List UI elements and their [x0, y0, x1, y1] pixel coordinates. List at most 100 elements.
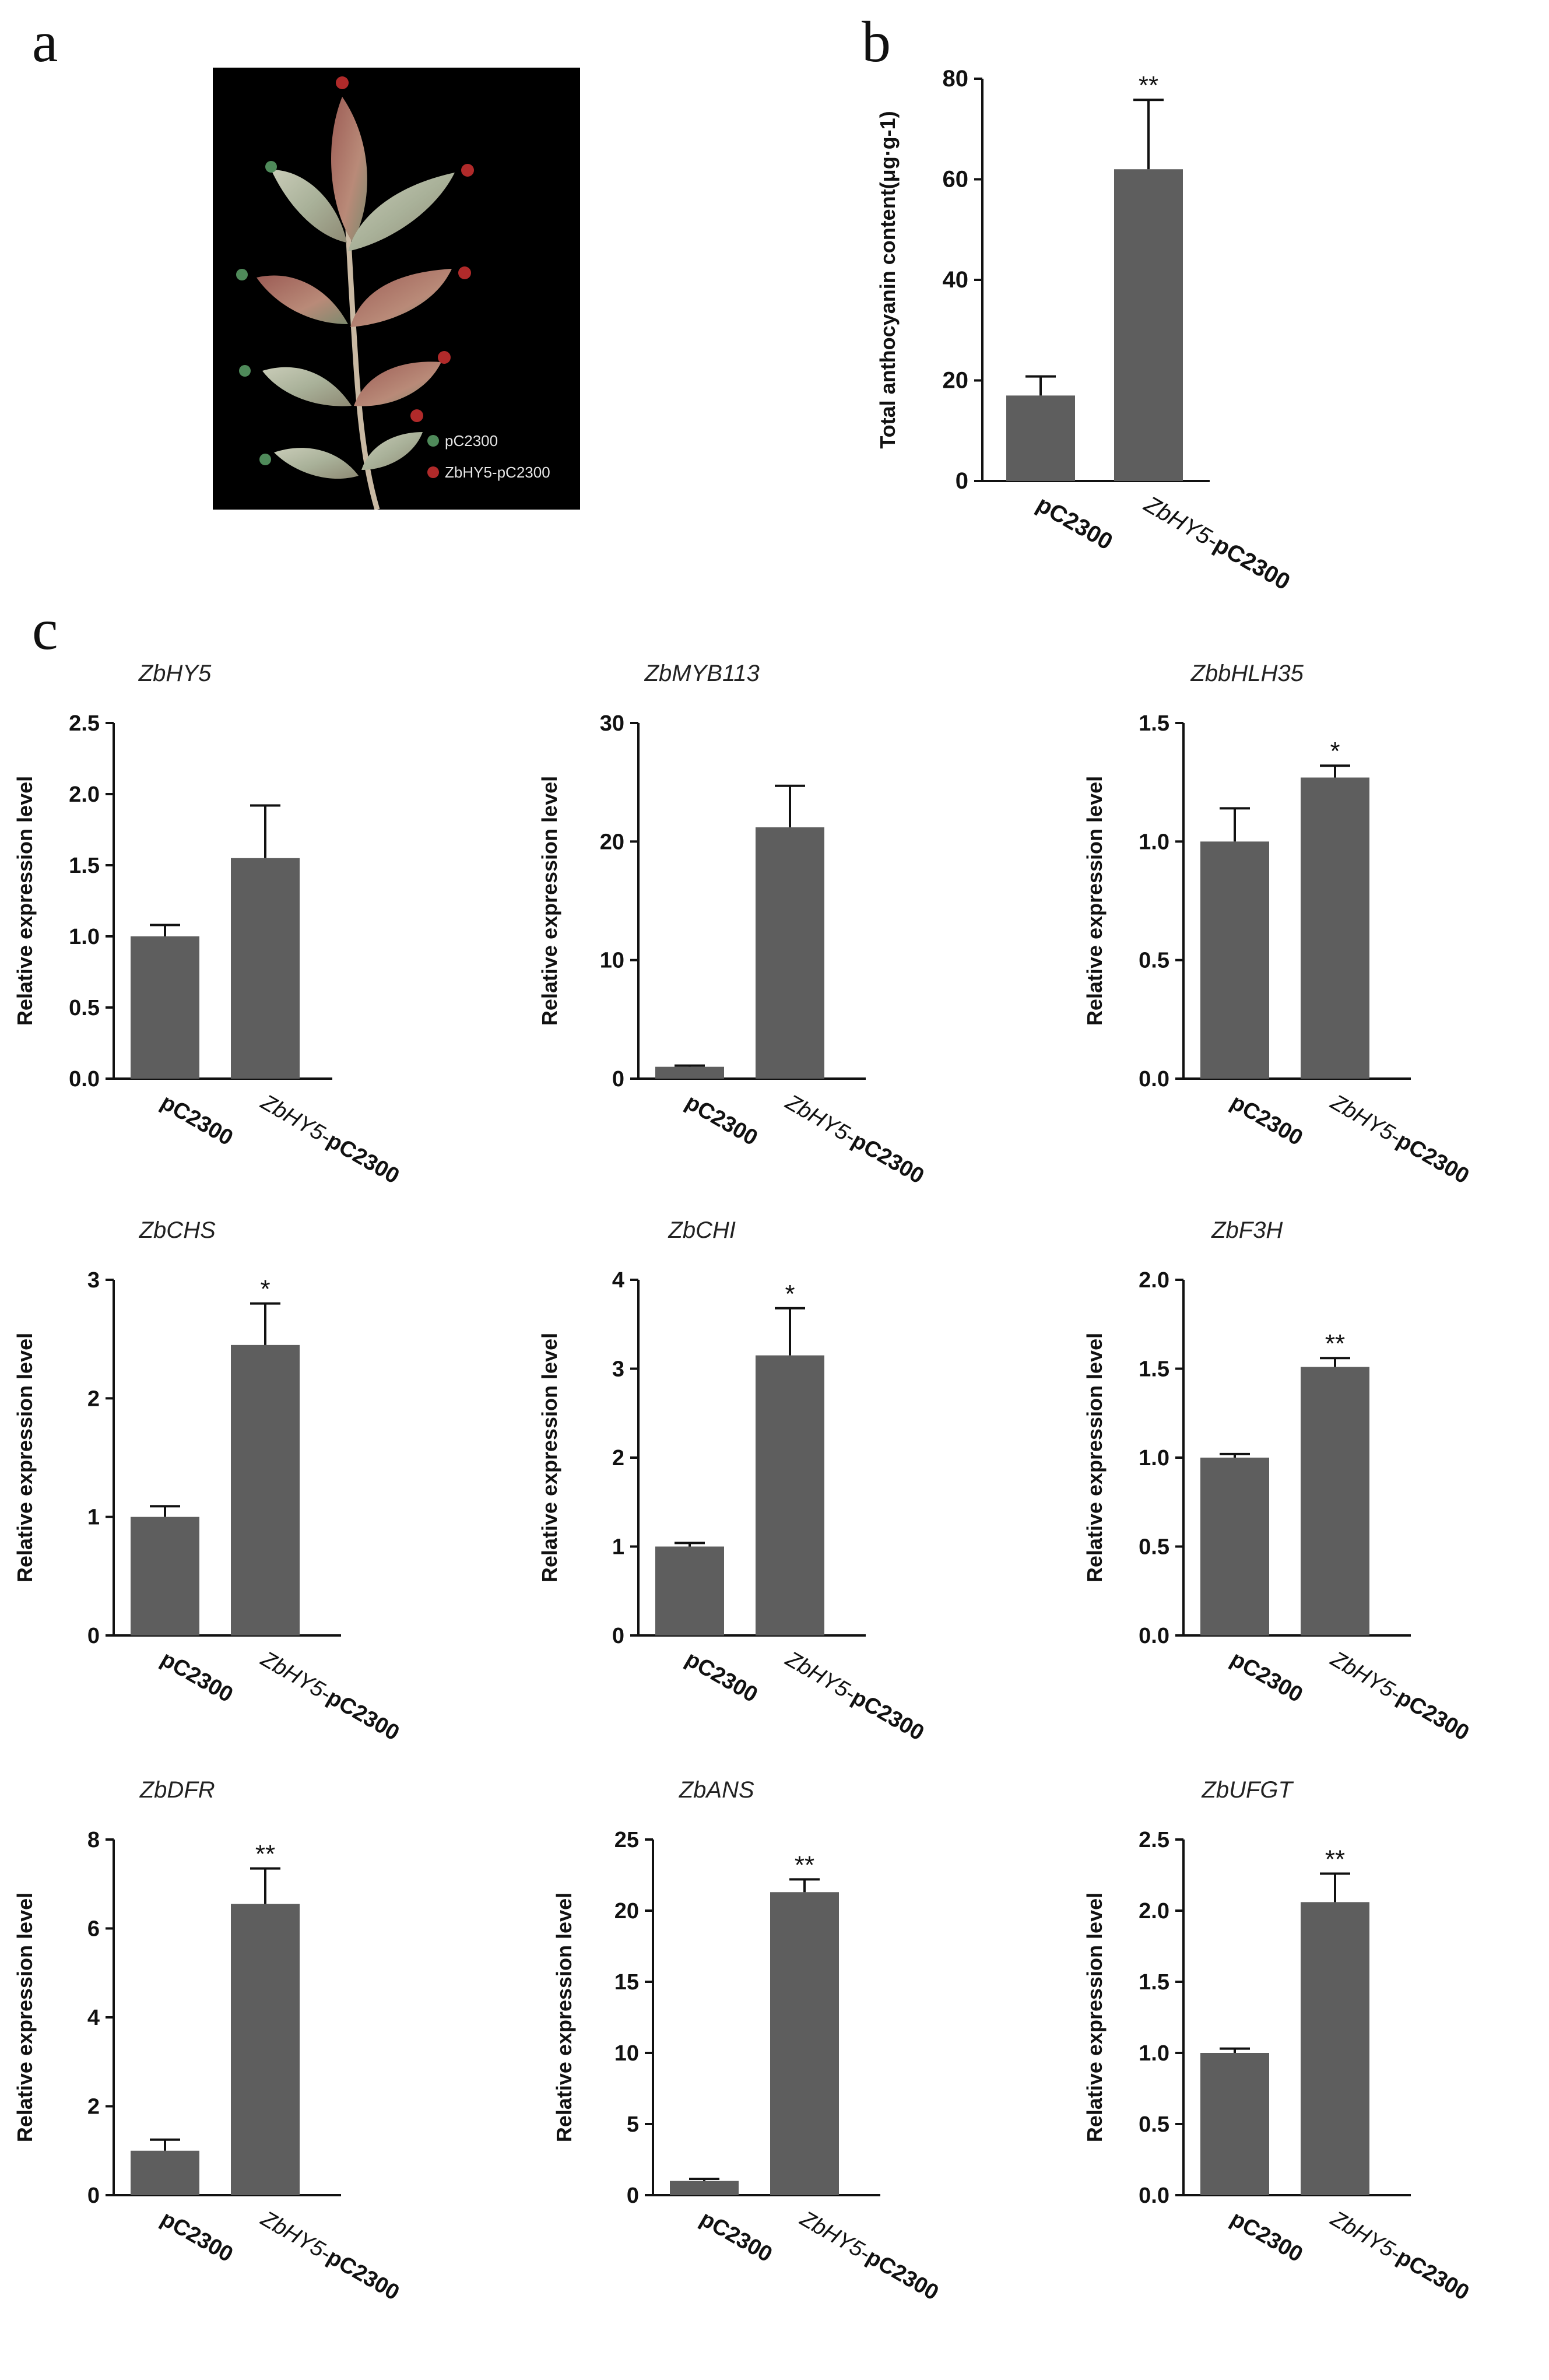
x-category-label: ZbHY5-pC2300: [257, 1647, 403, 1746]
y-tick-label: 25: [614, 1828, 639, 1852]
chart-ZbUFGT: ZbUFGT Relative expression level 0.0 0.5 1.0…: [1083, 1772, 1549, 2305]
bar-ZbHY5-pC2300: [756, 827, 824, 1079]
y-tick-label: 15: [614, 1970, 639, 1995]
chart-svg: ZbANS Relative expression level 0 5 10 15 20 25…: [552, 1777, 943, 2305]
y-tick-label: 2: [87, 2095, 100, 2119]
chart-ZbANS: ZbANS Relative expression level 0 5 10 15 20 25…: [552, 1772, 1070, 2305]
y-axis-label: Relative expression level: [538, 776, 561, 1026]
category-vector-part: pC2300: [323, 1128, 403, 1189]
x-category-label: pC2300: [696, 2206, 777, 2267]
chart-svg: ZbCHI Relative expression level 0 1 2 3 4 pC230…: [538, 1217, 928, 1746]
y-tick-label: 80: [943, 66, 969, 92]
y-tick-label: 1.5: [69, 854, 100, 878]
category-vector-part: pC2300: [862, 2245, 943, 2305]
panel-letter-a: a: [32, 9, 58, 74]
leaflet: [331, 97, 367, 243]
category-vector-part: pC2300: [1393, 1685, 1473, 1746]
x-category-label: ZbHY5-pC2300: [257, 1090, 403, 1189]
chart-svg: Total anthocyanin content(μg·g-1) 0 20 40 60…: [876, 66, 1294, 595]
y-tick-label: 0: [612, 1624, 624, 1648]
y-tick-label: 0: [956, 468, 968, 494]
chart-title: ZbDFR: [139, 1777, 215, 1803]
y-tick-label: 0.0: [69, 1067, 100, 1091]
leaflet: [271, 170, 347, 243]
x-category-label: pC2300: [157, 2206, 237, 2267]
category-vector-part: pC2300: [1210, 532, 1294, 595]
significance-marker: **: [255, 1840, 275, 1869]
y-tick-label: 10: [600, 949, 624, 973]
chart-svg: ZbUFGT Relative expression level 0.0 0.5 1.0…: [1083, 1777, 1473, 2305]
x-category-label: pC2300: [682, 1647, 762, 1707]
category-vector-part: pC2300: [323, 2245, 403, 2305]
leaflet: [361, 432, 423, 470]
marker-dot-red: [410, 409, 423, 422]
chart-ZbCHS: ZbCHS Relative expression level 0 1 2 3 pC2300…: [13, 1212, 519, 1746]
y-axis-label: Relative expression level: [538, 1333, 561, 1582]
y-tick-label: 2.0: [69, 782, 100, 807]
y-axis-label: Relative expression level: [13, 1893, 37, 2142]
marker-dot-red: [458, 266, 471, 279]
category-gene-part: ZbHY5-: [781, 1090, 860, 1149]
leaf-illustration: pC2300 ZbHY5-pC2300: [236, 76, 550, 510]
significance-marker: *: [260, 1275, 270, 1304]
y-tick-label: 1.5: [1139, 711, 1169, 736]
category-gene-part: ZbHY5-: [1140, 491, 1223, 554]
y-tick-label: 3: [87, 1268, 100, 1293]
leaflet: [262, 367, 352, 406]
chart-svg: ZbMYB113 Relative expression level 0 10 20 30…: [538, 661, 928, 1189]
category-gene-part: ZbHY5-: [257, 1090, 335, 1149]
significance-marker: *: [1330, 737, 1340, 766]
y-axis-label: Relative expression level: [1083, 1333, 1107, 1582]
chart-svg: ZbbHLH35 Relative expression level 0.0 0.5 1…: [1083, 661, 1473, 1189]
marker-dot-green: [265, 161, 277, 173]
y-tick-label: 2.5: [69, 711, 100, 736]
category-gene-part: ZbHY5-: [257, 2206, 335, 2266]
x-category-label: ZbHY5-pC2300: [1326, 1647, 1473, 1746]
y-tick-label: 2.0: [1139, 1899, 1169, 1923]
y-tick-label: 2.5: [1139, 1828, 1169, 1852]
y-tick-label: 10: [614, 2041, 639, 2066]
y-tick-label: 1: [87, 1505, 100, 1530]
chart-ZbDFR: ZbDFR Relative expression level 0 2 4 6 8 pC230…: [13, 1772, 519, 2305]
chart-title: ZbMYB113: [644, 661, 760, 686]
legend-dot-pC2300: [427, 435, 439, 447]
leaflet: [354, 361, 441, 406]
y-tick-label: 0.5: [1139, 949, 1169, 973]
bar-pC2300: [655, 1546, 724, 1635]
y-axis-label: Relative expression level: [552, 1893, 576, 2142]
bar-pC2300: [131, 1517, 199, 1635]
chart-ZbCHI: ZbCHI Relative expression level 0 1 2 3 4 pC230…: [538, 1212, 1055, 1746]
x-category-label: pC2300: [157, 1090, 237, 1150]
category-gene-part: ZbHY5-: [781, 1647, 860, 1706]
y-tick-label: 0.5: [1139, 2112, 1169, 2137]
chart-svg: ZbF3H Relative expression level 0.0 0.5 1.0 1…: [1083, 1217, 1473, 1746]
marker-dot-green: [236, 269, 248, 280]
bar-ZbHY5-pC2300: [1301, 777, 1369, 1079]
marker-dot-red: [461, 164, 474, 177]
x-category-label: pC2300: [682, 1090, 762, 1150]
y-tick-label: 40: [943, 267, 969, 293]
legend-label-ZbHY5-pC2300: ZbHY5-pC2300: [445, 464, 550, 481]
bar-pC2300: [1006, 395, 1075, 481]
bar-pC2300: [670, 2181, 739, 2195]
bar-ZbHY5-pC2300: [231, 858, 300, 1079]
y-tick-label: 0: [627, 2184, 639, 2208]
chart-title: ZbCHI: [668, 1217, 736, 1243]
bar-pC2300: [1200, 2053, 1269, 2195]
y-tick-label: 0: [612, 1067, 624, 1091]
significance-marker: **: [1139, 71, 1158, 100]
category-vector-part: pC2300: [323, 1685, 403, 1746]
category-vector-part: pC2300: [1393, 2245, 1473, 2305]
x-category-label: ZbHY5-pC2300: [1326, 1090, 1473, 1189]
y-axis-label: Relative expression level: [1083, 776, 1107, 1026]
chart-title: ZbUFGT: [1201, 1777, 1294, 1803]
bar-ZbHY5-pC2300: [756, 1355, 824, 1635]
y-tick-label: 0.0: [1139, 1624, 1169, 1648]
x-category-label: ZbHY5-pC2300: [796, 2206, 943, 2305]
category-gene-part: ZbHY5-: [1326, 2206, 1405, 2266]
chart-anthocyanin-content: Total anthocyanin content(μg·g-1) 0 20 40 60…: [869, 52, 1393, 606]
y-tick-label: 1.0: [69, 925, 100, 949]
x-category-label: pC2300: [157, 1647, 237, 1707]
y-tick-label: 30: [600, 711, 624, 736]
chart-ZbF3H: ZbF3H Relative expression level 0.0 0.5 1.0 1…: [1083, 1212, 1549, 1746]
